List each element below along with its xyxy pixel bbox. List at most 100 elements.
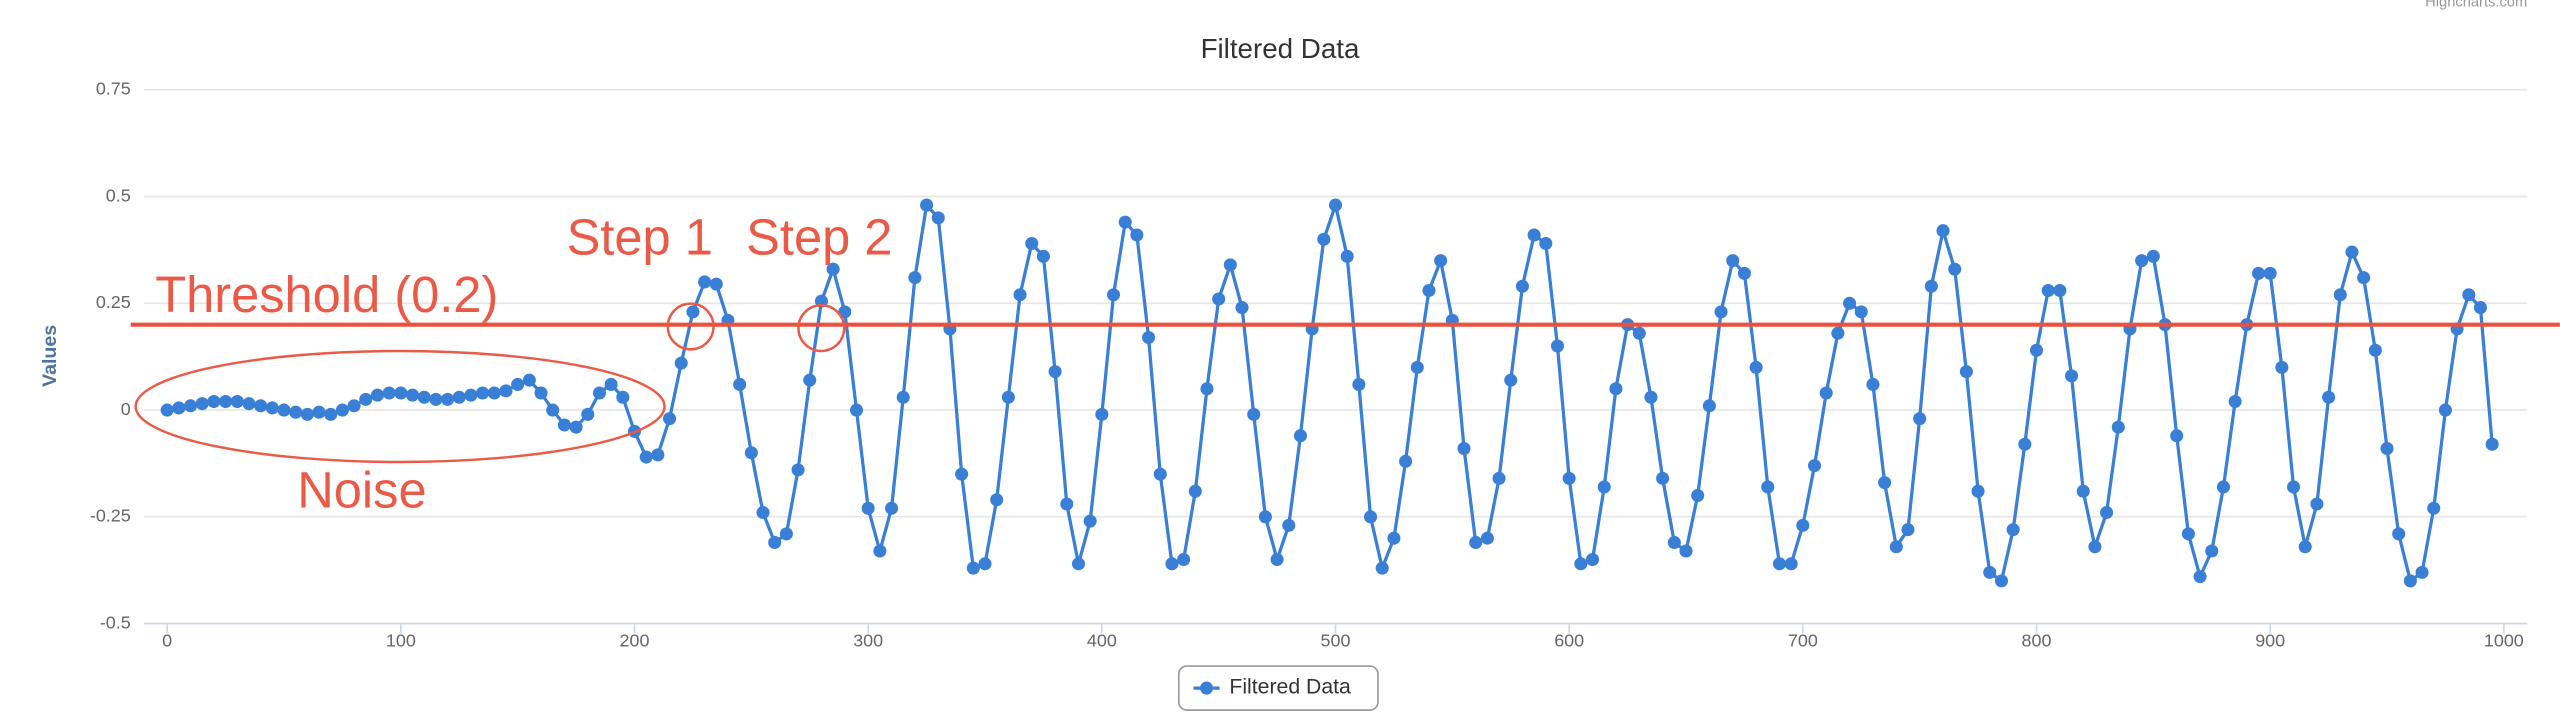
data-point[interactable]: [1223, 258, 1237, 272]
data-point[interactable]: [1983, 565, 1997, 579]
data-point[interactable]: [499, 384, 513, 398]
data-point[interactable]: [1609, 382, 1623, 396]
data-point[interactable]: [382, 386, 396, 400]
data-point[interactable]: [324, 407, 338, 421]
data-point[interactable]: [1060, 497, 1074, 511]
data-point[interactable]: [2298, 540, 2312, 554]
data-point[interactable]: [896, 390, 910, 404]
data-point[interactable]: [312, 405, 326, 419]
data-point[interactable]: [335, 403, 349, 417]
data-point[interactable]: [2135, 254, 2149, 268]
data-point[interactable]: [2403, 574, 2417, 588]
data-point[interactable]: [2251, 266, 2266, 280]
data-point[interactable]: [2228, 395, 2242, 409]
data-point[interactable]: [1550, 339, 1565, 353]
data-point[interactable]: [242, 397, 256, 411]
data-point[interactable]: [1399, 454, 1413, 468]
data-point[interactable]: [1586, 553, 1600, 567]
data-point[interactable]: [1667, 535, 1681, 549]
data-point[interactable]: [686, 305, 700, 319]
data-point[interactable]: [1796, 518, 1810, 532]
data-point[interactable]: [1971, 484, 1985, 498]
data-point[interactable]: [1282, 518, 1296, 532]
data-point[interactable]: [1212, 292, 1226, 306]
data-point[interactable]: [417, 390, 431, 404]
data-point[interactable]: [1866, 377, 1880, 391]
data-point[interactable]: [1644, 390, 1658, 404]
data-point[interactable]: [2368, 343, 2382, 357]
data-point[interactable]: [861, 501, 875, 515]
data-point[interactable]: [931, 211, 945, 225]
data-point[interactable]: [1807, 459, 1822, 473]
data-point[interactable]: [2473, 301, 2488, 315]
data-point[interactable]: [1843, 296, 1857, 310]
data-point[interactable]: [487, 386, 501, 400]
data-point[interactable]: [2018, 437, 2032, 451]
data-point[interactable]: [1387, 531, 1401, 545]
data-point[interactable]: [2263, 266, 2277, 280]
data-point[interactable]: [1095, 407, 1109, 421]
data-point[interactable]: [557, 418, 571, 432]
data-point[interactable]: [1948, 262, 1962, 276]
data-point[interactable]: [2275, 360, 2289, 374]
data-point[interactable]: [663, 412, 677, 426]
data-point[interactable]: [1901, 523, 1915, 537]
data-point[interactable]: [300, 407, 314, 421]
data-point[interactable]: [184, 399, 198, 413]
data-point[interactable]: [1200, 382, 1214, 396]
data-point[interactable]: [744, 446, 758, 460]
data-point[interactable]: [2053, 283, 2067, 298]
data-point[interactable]: [1083, 514, 1097, 528]
data-point[interactable]: [674, 356, 688, 370]
data-point[interactable]: [920, 198, 934, 212]
legend[interactable]: Filtered Data: [1177, 665, 1379, 711]
data-point[interactable]: [2333, 288, 2347, 302]
data-point[interactable]: [452, 390, 466, 404]
data-point[interactable]: [1831, 326, 1845, 340]
data-point[interactable]: [347, 399, 361, 413]
data-point[interactable]: [1504, 373, 1518, 387]
data-point[interactable]: [394, 386, 408, 400]
data-point[interactable]: [2345, 245, 2359, 259]
data-point[interactable]: [1270, 553, 1284, 567]
data-point[interactable]: [1142, 330, 1156, 345]
data-point[interactable]: [2146, 249, 2160, 263]
data-point[interactable]: [277, 403, 291, 417]
data-point[interactable]: [172, 401, 186, 415]
data-point[interactable]: [429, 392, 443, 406]
data-point[interactable]: [1936, 224, 1950, 238]
data-point[interactable]: [1913, 412, 1927, 426]
data-point[interactable]: [2462, 288, 2476, 302]
data-point[interactable]: [2006, 523, 2020, 537]
data-point[interactable]: [1165, 557, 1179, 571]
data-point[interactable]: [1469, 535, 1483, 549]
data-point[interactable]: [2205, 544, 2219, 558]
data-point[interactable]: [511, 377, 525, 391]
data-point[interactable]: [207, 395, 221, 409]
data-point[interactable]: [160, 403, 174, 417]
credits[interactable]: Highcharts.com: [2425, 0, 2527, 11]
data-point[interactable]: [1819, 386, 1833, 400]
data-point[interactable]: [581, 407, 595, 421]
data-point[interactable]: [1177, 553, 1191, 567]
data-point[interactable]: [1854, 305, 1868, 319]
data-point[interactable]: [1317, 232, 1331, 246]
data-point[interactable]: [2111, 420, 2125, 434]
data-point[interactable]: [908, 271, 922, 285]
data-point[interactable]: [1702, 399, 1716, 413]
data-point[interactable]: [1071, 557, 1086, 571]
data-point[interactable]: [1106, 288, 1121, 302]
data-point[interactable]: [1410, 360, 1424, 374]
data-point[interactable]: [405, 388, 420, 402]
data-point[interactable]: [966, 561, 980, 575]
data-point[interactable]: [1784, 557, 1798, 571]
data-point[interactable]: [698, 275, 712, 289]
data-point[interactable]: [370, 388, 384, 402]
data-point[interactable]: [2287, 480, 2301, 494]
data-point[interactable]: [1515, 279, 1529, 293]
data-point[interactable]: [651, 448, 665, 462]
data-point[interactable]: [2170, 429, 2184, 443]
data-point[interactable]: [1048, 365, 1062, 379]
data-point[interactable]: [1118, 215, 1132, 229]
data-point[interactable]: [254, 399, 268, 413]
